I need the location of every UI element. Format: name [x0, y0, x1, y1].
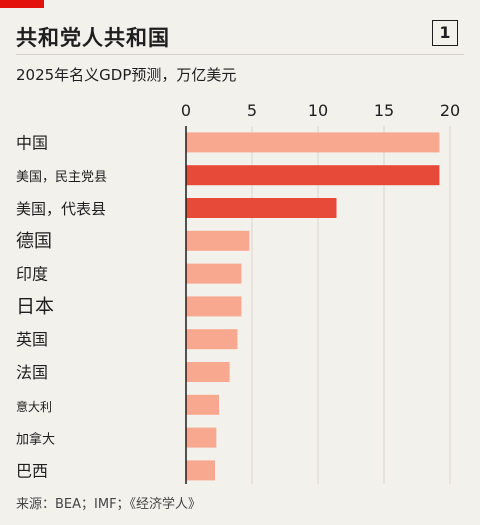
- category-label: 美国，代表县: [16, 200, 106, 218]
- x-tick-label: 15: [374, 101, 394, 120]
- chart-number-badge: 1: [432, 20, 458, 46]
- category-label: 德国: [16, 231, 52, 252]
- x-tick-label: 20: [440, 101, 460, 120]
- x-tick-label: 0: [181, 101, 191, 120]
- chart-subtitle: 2025年名义GDP预测，万亿美元: [16, 66, 237, 84]
- x-tick-label: 10: [308, 101, 328, 120]
- brand-accent-tag: [0, 0, 44, 8]
- category-label: 美国，民主党县: [16, 170, 107, 185]
- bar: [186, 230, 250, 251]
- bar: [186, 427, 217, 448]
- category-label: 英国: [16, 330, 48, 349]
- title-divider: [16, 54, 464, 55]
- category-label: 日本: [16, 295, 54, 317]
- category-label: 中国: [16, 133, 48, 152]
- chart-title: 共和党人共和国: [16, 26, 170, 50]
- x-tick-label: 5: [247, 101, 257, 120]
- category-label: 加拿大: [16, 432, 55, 448]
- category-label: 法国: [16, 363, 48, 382]
- category-label: 巴西: [16, 461, 48, 480]
- bar: [186, 165, 440, 186]
- bar: [186, 263, 242, 284]
- bar: [186, 362, 230, 382]
- bar: [186, 296, 242, 317]
- category-label: 印度: [16, 265, 48, 284]
- source-note: 来源：BEA；IMF；《经济学人》: [16, 497, 202, 512]
- bar: [186, 394, 219, 415]
- bar: [186, 198, 337, 218]
- bar: [186, 460, 216, 481]
- bar: [186, 132, 440, 153]
- bar: [186, 329, 238, 350]
- category-label: 意大利: [16, 399, 52, 414]
